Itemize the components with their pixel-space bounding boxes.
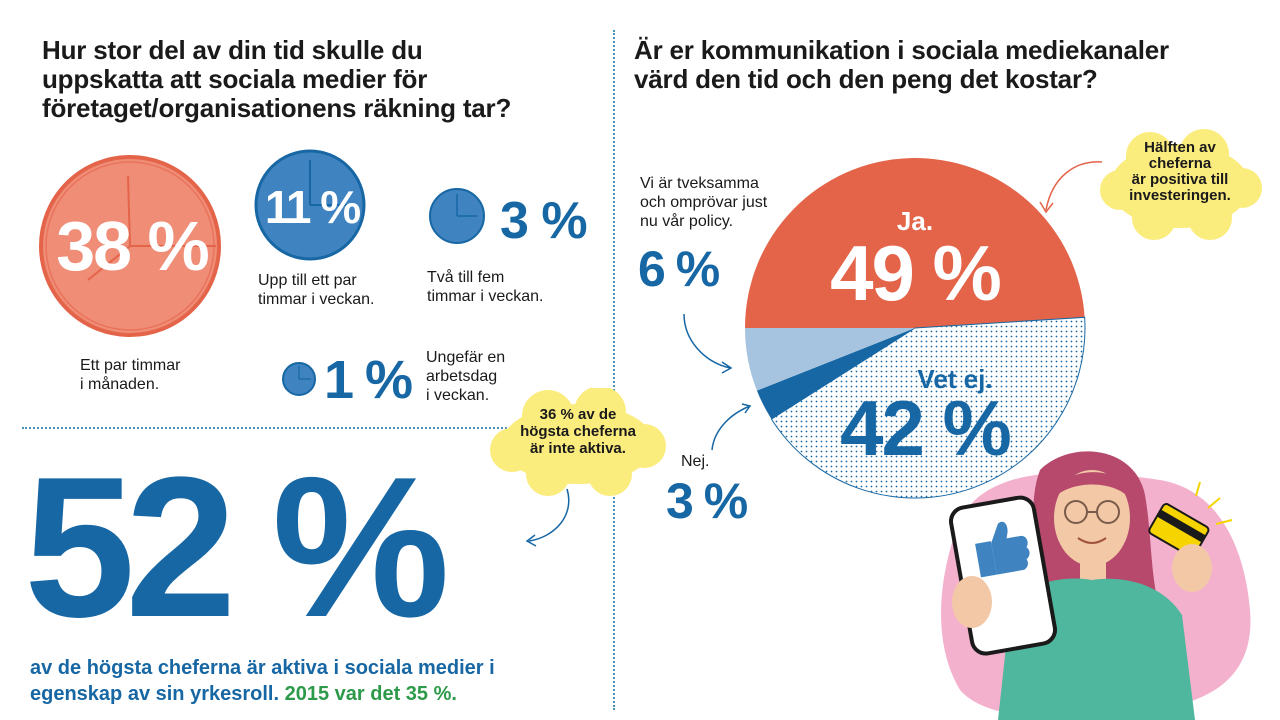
pie-slice-nej: [756, 328, 915, 420]
value-38: 38 %: [56, 207, 208, 285]
label-1: Ungefär en arbetsdag i veckan.: [426, 349, 506, 404]
clock-icon-11: [254, 149, 366, 261]
label-11: Upp till ett par timmar i veckan.: [258, 272, 375, 308]
pie-slice-ja: [745, 157, 1085, 328]
value-3: 3 %: [500, 192, 587, 250]
clock-bubbles: 38 % 11 % 3 % 1 %: [39, 149, 588, 410]
slice-label-ja: Ja.: [897, 206, 933, 236]
cloud-bubble-left: [490, 388, 666, 496]
pie-slices: [745, 157, 1086, 499]
clock-icon-3: [429, 188, 485, 244]
cloud-note-emphasis: inte: [548, 440, 576, 457]
headline-52: 52 %: [24, 436, 450, 659]
clock-icon-1: [282, 362, 316, 396]
label-3: Två till fem timmar i veckan.: [427, 269, 544, 305]
slice-value-vetej: 42 %: [840, 384, 1010, 472]
label-38: Ett par timmar i månaden.: [80, 357, 181, 393]
pie-chart: Ja. 49 % Vet ej. 42 %: [745, 157, 1086, 499]
footnote: av de högsta cheferna är aktiva i social…: [30, 657, 495, 705]
pie-slice-vetej: [770, 316, 1086, 499]
value-doubt: 6 %: [638, 241, 720, 297]
arrow-right-note: [1039, 161, 1103, 214]
value-1: 1 %: [324, 350, 412, 410]
vertical-divider: [613, 30, 615, 710]
cloud-note-left: 36 % av de högsta cheferna är inte aktiv…: [520, 406, 636, 457]
left-question: Hur stor del av din tid skulle du uppska…: [42, 35, 512, 123]
arrow-left-note: [525, 488, 570, 547]
cloud-note-right: Hälften av cheferna är positiva till inv…: [1129, 139, 1231, 204]
value-no: 3 %: [666, 473, 748, 529]
label-doubt: Vi är tveksamma och omprövar just nu vår…: [640, 175, 768, 230]
pie-slice-doubt: [745, 328, 915, 391]
cloud-bubble-right: [1100, 129, 1262, 240]
arrows-right: [683, 313, 752, 451]
footnote-2015: 2015 var det 35 %.: [284, 683, 457, 705]
slice-label-vetej: Vet ej.: [917, 364, 992, 394]
right-question: Är er kommunikation i sociala mediekanal…: [634, 35, 1169, 94]
label-no: Nej.: [681, 453, 710, 470]
horizontal-divider: [22, 427, 607, 429]
illustration-woman-phone: [941, 451, 1251, 720]
clock-icon-38: [39, 155, 221, 337]
slice-value-ja: 49 %: [830, 229, 1000, 317]
value-11: 11 %: [265, 181, 360, 233]
